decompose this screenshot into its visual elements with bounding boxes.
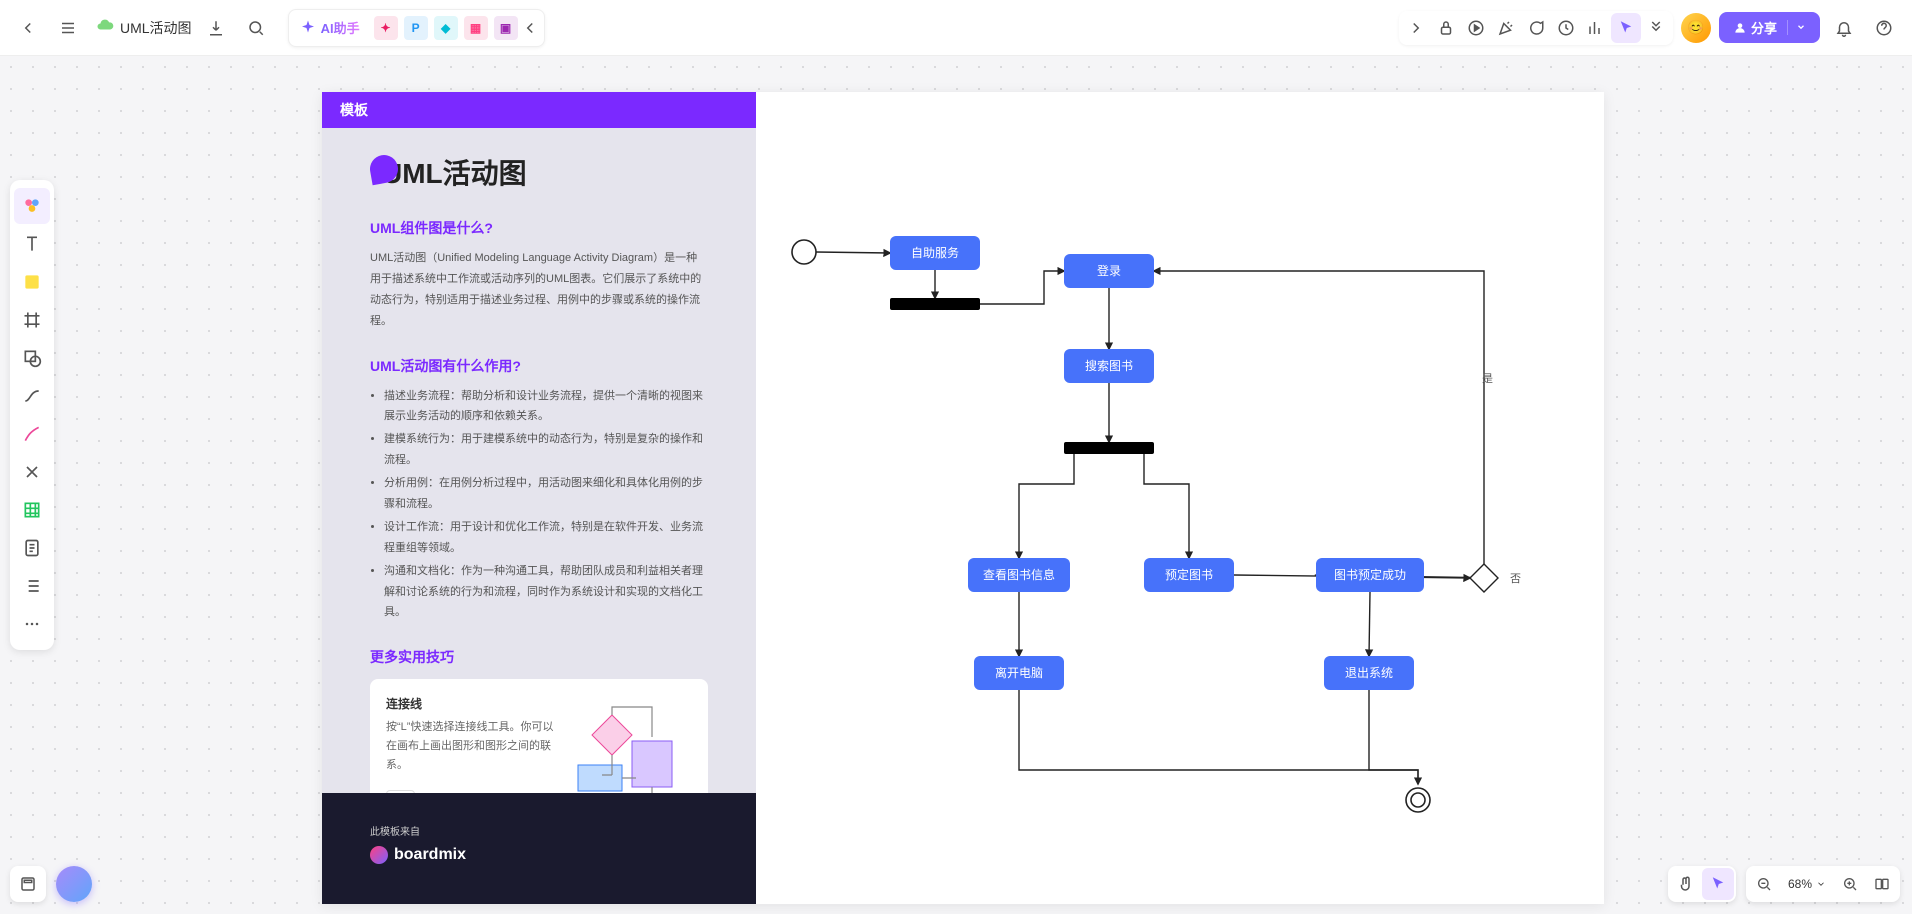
search-button[interactable] [240, 12, 272, 44]
comment-icon[interactable] [1521, 13, 1551, 43]
svg-text:查看图书信息: 查看图书信息 [983, 567, 1055, 582]
svg-text:否: 否 [1510, 573, 1521, 585]
template-footer: 此模板来自 boardmix [322, 793, 756, 904]
hand-mode-icon[interactable] [1670, 868, 1702, 900]
ai-tool-3[interactable]: ◆ [434, 16, 458, 40]
back-button[interactable] [12, 12, 44, 44]
topbar-left: UML活动图 AI助手 ✦ P ◆ ▦ ▣ [12, 9, 545, 47]
share-button[interactable]: 分享 [1719, 12, 1820, 43]
connector-tool-icon[interactable] [14, 378, 50, 414]
bullet-item: 建模系统行为：用于建模系统中的动态行为，特别是复杂的操作和流程。 [384, 429, 708, 471]
ai-tool-icons: ✦ P ◆ ▦ ▣ [374, 16, 518, 40]
more-tools-icon[interactable] [14, 606, 50, 642]
top-bar: UML活动图 AI助手 ✦ P ◆ ▦ ▣ [0, 0, 1912, 56]
svg-text:登录: 登录 [1097, 263, 1121, 278]
help-icon[interactable] [1868, 12, 1900, 44]
ai-collapse-button[interactable] [518, 12, 542, 44]
svg-text:自助服务: 自助服务 [911, 245, 959, 260]
ai-tool-4[interactable]: ▦ [464, 16, 488, 40]
notification-icon[interactable] [1828, 12, 1860, 44]
footer-brand: boardmix [370, 846, 708, 864]
lock-icon[interactable] [1431, 13, 1461, 43]
svg-text:退出系统: 退出系统 [1345, 666, 1393, 680]
brand-icon [370, 846, 388, 864]
page-list-button[interactable] [10, 866, 46, 902]
topbar-right: 😊 分享 [1399, 11, 1900, 45]
menu-button[interactable] [52, 12, 84, 44]
frame-tool-icon[interactable] [14, 302, 50, 338]
ai-assistant-button[interactable]: AI助手 [291, 14, 368, 41]
cloud-sync-icon [96, 16, 114, 39]
svg-text:是: 是 [1482, 372, 1493, 385]
zoom-in-button[interactable] [1834, 868, 1866, 900]
share-label: 分享 [1751, 18, 1777, 37]
shape-tool-icon[interactable] [14, 340, 50, 376]
document-tool-icon[interactable] [14, 530, 50, 566]
note-tool-icon[interactable] [14, 264, 50, 300]
svg-text:搜索图书: 搜索图书 [1085, 358, 1133, 373]
tips-title: 更多实用技巧 [370, 647, 708, 667]
bullet-item: 设计工作流：用于设计和优化工作流，特别是在软件开发、业务流程重组等领域。 [384, 517, 708, 559]
svg-text:离开电脑: 离开电脑 [995, 665, 1043, 680]
export-button[interactable] [200, 12, 232, 44]
left-toolbar [10, 180, 54, 650]
svg-text:图书预定成功: 图书预定成功 [1334, 567, 1406, 582]
expand-icon[interactable] [1401, 13, 1431, 43]
user-avatar[interactable]: 😊 [1681, 13, 1711, 43]
minimap-button[interactable] [1866, 868, 1898, 900]
doc-title[interactable]: UML活动图 [120, 18, 192, 38]
template-panel: 模板 UML活动图 UML组件图是什么? UML活动图（Unified Mode… [322, 92, 756, 904]
doc-title-wrap: UML活动图 [96, 16, 192, 39]
brand-name: boardmix [394, 846, 466, 864]
ai-tool-2[interactable]: P [404, 16, 428, 40]
pen-tool-icon[interactable] [14, 416, 50, 452]
question-1-title: UML组件图是什么? [370, 218, 708, 238]
topbar-tools [1399, 11, 1673, 45]
chart-icon[interactable] [1581, 13, 1611, 43]
bullet-item: 分析用例：在用例分析过程中，用活动图来细化和具体化用例的步骤和流程。 [384, 473, 708, 515]
ai-fab-icon[interactable] [56, 866, 92, 902]
tip-text: 按“L”快速选择连接线工具。你可以在画布上画出图形和图形之间的联系。 [386, 718, 556, 774]
text-tool-icon[interactable] [14, 226, 50, 262]
question-1-text: UML活动图（Unified Modeling Language Activit… [370, 248, 708, 332]
question-2-title: UML活动图有什么作用? [370, 356, 708, 376]
ai-tool-5[interactable]: ▣ [494, 16, 518, 40]
nav-mode-group [1668, 866, 1736, 902]
template-body: UML活动图 UML组件图是什么? UML活动图（Unified Modelin… [322, 128, 756, 841]
celebrate-icon[interactable] [1491, 13, 1521, 43]
list-tool-icon[interactable] [14, 568, 50, 604]
mindmap-tool-icon[interactable] [14, 454, 50, 490]
sticker-tool-icon[interactable] [14, 188, 50, 224]
ai-tool-1[interactable]: ✦ [374, 16, 398, 40]
zoom-out-button[interactable] [1748, 868, 1780, 900]
zoom-value: 68% [1788, 877, 1812, 891]
table-tool-icon[interactable] [14, 492, 50, 528]
ai-assistant-label: AI助手 [321, 18, 360, 37]
cursor-tool-icon[interactable] [1611, 13, 1641, 43]
svg-text:预定图书: 预定图书 [1165, 567, 1213, 582]
bottom-right-controls: 68% [1668, 866, 1900, 902]
share-dropdown-icon[interactable] [1787, 20, 1806, 35]
template-header: 模板 [322, 92, 756, 128]
zoom-level[interactable]: 68% [1780, 877, 1834, 891]
tip-title: 连接线 [386, 695, 556, 712]
bullet-list: 描述业务流程：帮助分析和设计业务流程，提供一个清晰的视图来展示业务活动的顺序和依… [370, 386, 708, 624]
footer-label: 此模板来自 [370, 823, 708, 838]
flowchart-area[interactable]: 自助服务登录搜索图书查看图书信息 预定图书 图书预定成功离开电脑 退出系统 是否 [756, 92, 1604, 904]
board[interactable]: 模板 UML活动图 UML组件图是什么? UML活动图（Unified Mode… [322, 92, 1604, 904]
ai-tools-group: AI助手 ✦ P ◆ ▦ ▣ [288, 9, 545, 47]
canvas[interactable]: 模板 UML活动图 UML组件图是什么? UML活动图（Unified Mode… [0, 56, 1912, 914]
bottom-left-controls [10, 866, 92, 902]
template-title: UML活动图 [382, 152, 527, 192]
select-mode-icon[interactable] [1702, 868, 1734, 900]
bullet-item: 描述业务流程：帮助分析和设计业务流程，提供一个清晰的视图来展示业务活动的顺序和依… [384, 386, 708, 428]
chevron-down-icon[interactable] [1641, 13, 1671, 43]
bullet-item: 沟通和文档化：作为一种沟通工具，帮助团队成员和利益相关者理解和讨论系统的行为和流… [384, 561, 708, 624]
zoom-group: 68% [1746, 866, 1900, 902]
history-icon[interactable] [1551, 13, 1581, 43]
play-icon[interactable] [1461, 13, 1491, 43]
